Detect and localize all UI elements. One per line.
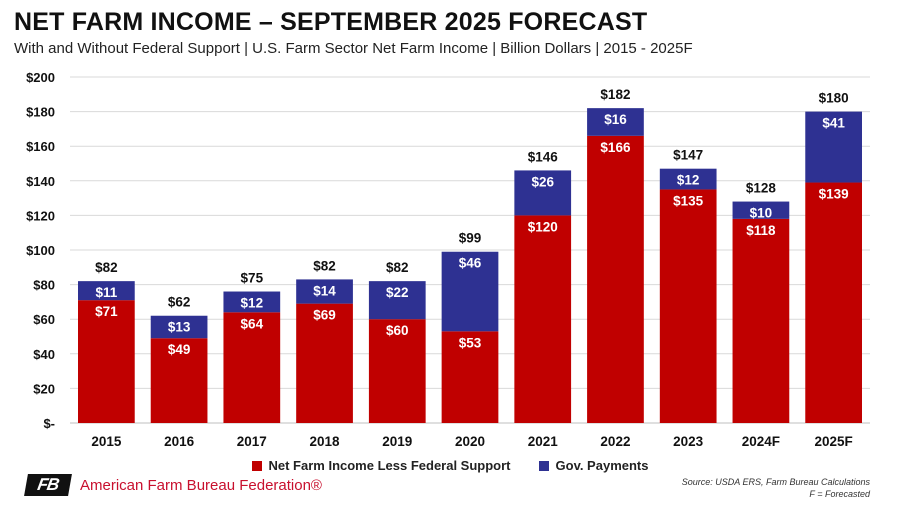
x-tick-label: 2024F	[742, 434, 780, 449]
x-tick-label: 2016	[164, 434, 195, 449]
data-label-gov-payments: $22	[386, 285, 409, 300]
x-tick-label: 2023	[673, 434, 704, 449]
y-tick-label: $140	[26, 174, 55, 189]
data-label-gov-payments: $46	[459, 256, 482, 271]
data-label-net-less-support: $166	[600, 140, 631, 155]
bar-gov-payments	[441, 251, 499, 332]
bar-net-less-support	[150, 338, 208, 423]
data-label-total: $82	[95, 260, 118, 275]
data-label-gov-payments: $11	[95, 285, 117, 300]
legend-label-net-less-support: Net Farm Income Less Federal Support	[268, 458, 511, 473]
bar-net-less-support	[732, 218, 790, 423]
data-label-net-less-support: $120	[528, 219, 558, 234]
org-name: American Farm Bureau Federation®	[80, 476, 322, 494]
data-label-total: $180	[819, 91, 849, 106]
data-label-gov-payments: $26	[531, 174, 554, 189]
bar-net-less-support	[441, 331, 499, 423]
bar-net-less-support	[78, 300, 135, 423]
bar-net-less-support	[805, 182, 862, 423]
data-label-total: $82	[386, 260, 409, 275]
y-tick-label: $100	[26, 243, 55, 258]
data-label-gov-payments: $41	[822, 116, 845, 131]
y-tick-label: $120	[26, 208, 55, 223]
data-label-gov-payments: $13	[168, 320, 191, 335]
forecast-note: F = Forecasted	[809, 489, 870, 499]
bar-gov-payments	[732, 201, 790, 219]
legend-swatch-gov-payments	[538, 460, 549, 471]
data-label-gov-payments: $12	[677, 173, 700, 188]
data-label-net-less-support: $69	[313, 308, 336, 323]
bar-gov-payments	[223, 291, 281, 313]
data-label-net-less-support: $53	[459, 335, 482, 350]
data-label-gov-payments: $16	[604, 112, 627, 127]
bar-gov-payments	[296, 279, 353, 304]
fb-logo-letters: FB	[36, 475, 61, 494]
data-label-total: $182	[600, 87, 630, 102]
data-label-total: $82	[313, 258, 336, 273]
bar-gov-payments	[659, 168, 717, 190]
data-label-gov-payments: $12	[241, 296, 264, 311]
data-label-total: $99	[459, 231, 482, 246]
y-tick-label: $20	[33, 381, 55, 396]
y-tick-label: $160	[26, 139, 55, 154]
y-tick-label: $180	[26, 105, 55, 120]
data-label-net-less-support: $139	[819, 187, 849, 202]
y-tick-label: $60	[33, 312, 55, 327]
data-label-net-less-support: $118	[746, 223, 776, 238]
data-label-gov-payments: $14	[313, 283, 336, 298]
source-note: Source: USDA ERS, Farm Bureau Calculatio…	[682, 476, 870, 500]
bar-net-less-support	[368, 319, 426, 423]
bar-gov-payments	[150, 315, 208, 339]
x-tick-label: 2019	[382, 434, 412, 449]
data-label-net-less-support: $49	[168, 342, 191, 357]
y-tick-label: $80	[33, 278, 55, 293]
x-tick-label: 2021	[528, 434, 559, 449]
bar-gov-payments	[805, 111, 862, 183]
bar-net-less-support	[514, 215, 572, 423]
data-label-total: $75	[241, 271, 264, 286]
page-subtitle: With and Without Federal Support | U.S. …	[14, 40, 693, 57]
bar-gov-payments	[368, 281, 426, 320]
fb-logo-mark: FB	[24, 474, 72, 496]
bar-net-less-support	[223, 312, 281, 423]
data-label-total: $62	[168, 295, 191, 310]
x-tick-label: 2025F	[814, 434, 852, 449]
x-tick-label: 2017	[237, 434, 267, 449]
legend-item-net-less-support: Net Farm Income Less Federal Support	[251, 458, 511, 473]
data-label-total: $147	[673, 148, 703, 163]
page-title: NET FARM INCOME – SEPTEMBER 2025 FORECAS…	[14, 8, 648, 36]
data-label-gov-payments: $10	[750, 206, 773, 221]
data-label-net-less-support: $60	[386, 323, 409, 338]
legend-label-gov-payments: Gov. Payments	[555, 458, 649, 473]
x-tick-label: 2020	[455, 434, 485, 449]
y-tick-label: $-	[43, 416, 55, 431]
bar-gov-payments	[587, 108, 644, 136]
x-tick-label: 2015	[91, 434, 122, 449]
data-label-net-less-support: $135	[673, 193, 704, 208]
data-label-net-less-support: $71	[95, 304, 118, 319]
chart-legend: Net Farm Income Less Federal Support Gov…	[0, 458, 900, 473]
source-line: Source: USDA ERS, Farm Bureau Calculatio…	[681, 477, 870, 487]
afbf-logo: FB American Farm Bureau Federation®	[24, 474, 322, 496]
x-tick-label: 2018	[310, 434, 341, 449]
y-tick-label: $40	[33, 347, 55, 362]
bar-gov-payments	[78, 281, 135, 301]
bar-gov-payments	[514, 170, 572, 216]
data-label-net-less-support: $64	[241, 316, 264, 331]
legend-item-gov-payments: Gov. Payments	[538, 458, 649, 473]
legend-swatch-net-less-support	[251, 460, 262, 471]
data-label-total: $146	[528, 149, 559, 164]
x-tick-label: 2022	[600, 434, 630, 449]
bar-net-less-support	[296, 303, 353, 423]
data-label-total: $128	[746, 181, 777, 196]
y-tick-label: $200	[26, 70, 55, 85]
bar-net-less-support	[587, 135, 644, 423]
bar-net-less-support	[659, 189, 717, 423]
